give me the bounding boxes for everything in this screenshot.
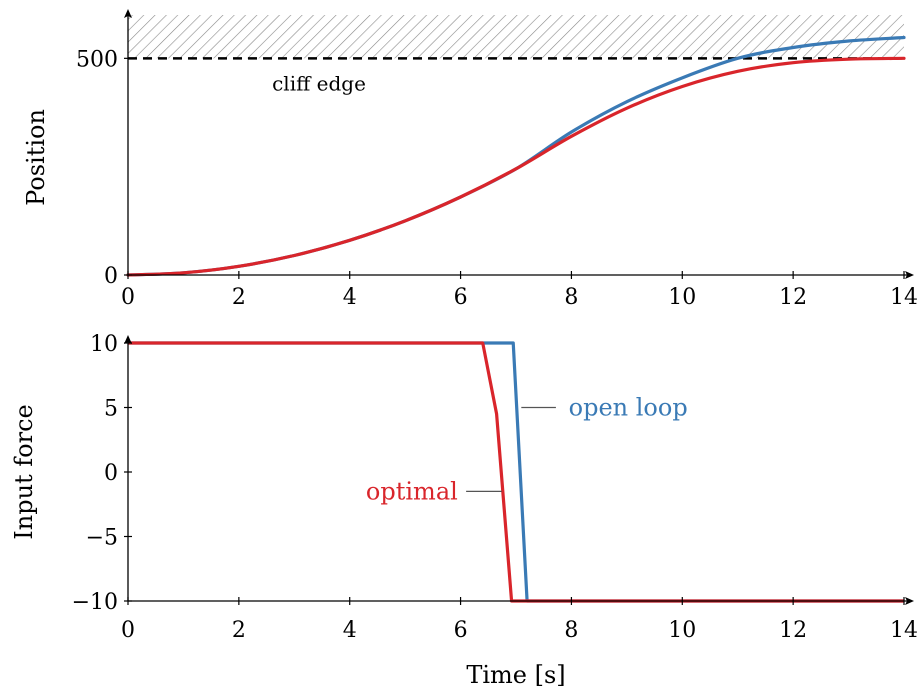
position-y-axis-arrow <box>124 9 132 18</box>
time-x-axis-title: Time [s] <box>466 661 565 689</box>
position-x-tick-label: 2 <box>232 285 246 310</box>
position-x-tick-label: 14 <box>890 285 918 310</box>
input-force-x-tick-label: 2 <box>232 618 246 643</box>
position-y-axis-title: Position <box>22 109 50 206</box>
position-x-tick-label: 4 <box>343 285 357 310</box>
input-force-y-axis-arrow <box>124 335 132 344</box>
input-force-y-tick-label: −5 <box>86 526 118 551</box>
constraint-hatched-region <box>128 15 904 59</box>
input-force-x-tick-label: 0 <box>121 618 135 643</box>
position-x-tick-label: 0 <box>121 285 135 310</box>
input-force-x-ticks: 0 2 4 6 8 10 12 14 <box>121 597 918 643</box>
input-force-x-axis-arrow <box>905 597 914 605</box>
input-force-x-tick-label: 10 <box>668 618 696 643</box>
input-force-y-axis-title: Input force <box>10 404 38 539</box>
position-y-tick-label: 500 <box>76 47 118 72</box>
input-force-y-ticks: 10 5 0 −5 −10 <box>72 332 132 615</box>
position-x-axis-arrow <box>905 271 914 279</box>
optimal-annotation: optimal <box>366 477 458 505</box>
input-force-y-tick-label: −10 <box>72 590 118 615</box>
input-force-series-open-loop-line <box>128 341 904 603</box>
cliff-edge-label: cliff edge <box>272 71 366 95</box>
position-x-tick-label: 12 <box>779 285 807 310</box>
position-x-tick-label: 10 <box>668 285 696 310</box>
position-x-tick-label: 8 <box>564 285 578 310</box>
input-force-y-tick-label: 10 <box>90 332 118 357</box>
input-force-y-tick-label: 0 <box>104 461 118 486</box>
input-force-x-tick-label: 12 <box>779 618 807 643</box>
open-loop-annotation: open loop <box>569 394 688 422</box>
input-force-y-tick-label: 5 <box>104 397 118 422</box>
input-force-x-tick-label: 8 <box>564 618 578 643</box>
position-x-ticks: 0 2 4 6 8 10 12 14 <box>121 271 918 310</box>
position-series-optimal-line <box>126 56 906 277</box>
position-y-ticks: 0 500 <box>76 47 132 289</box>
position-series-group <box>126 35 906 277</box>
position-plot: cliff edge 0 2 4 6 8 10 12 14 0 500 Position <box>22 9 918 310</box>
position-series-open-loop-line <box>126 35 906 277</box>
input-force-x-tick-label: 6 <box>454 618 468 643</box>
position-x-tick-label: 6 <box>454 285 468 310</box>
position-y-tick-label: 0 <box>104 264 118 289</box>
input-force-x-tick-label: 4 <box>343 618 357 643</box>
input-force-series-group <box>128 341 904 603</box>
input-force-x-tick-label: 14 <box>890 618 918 643</box>
